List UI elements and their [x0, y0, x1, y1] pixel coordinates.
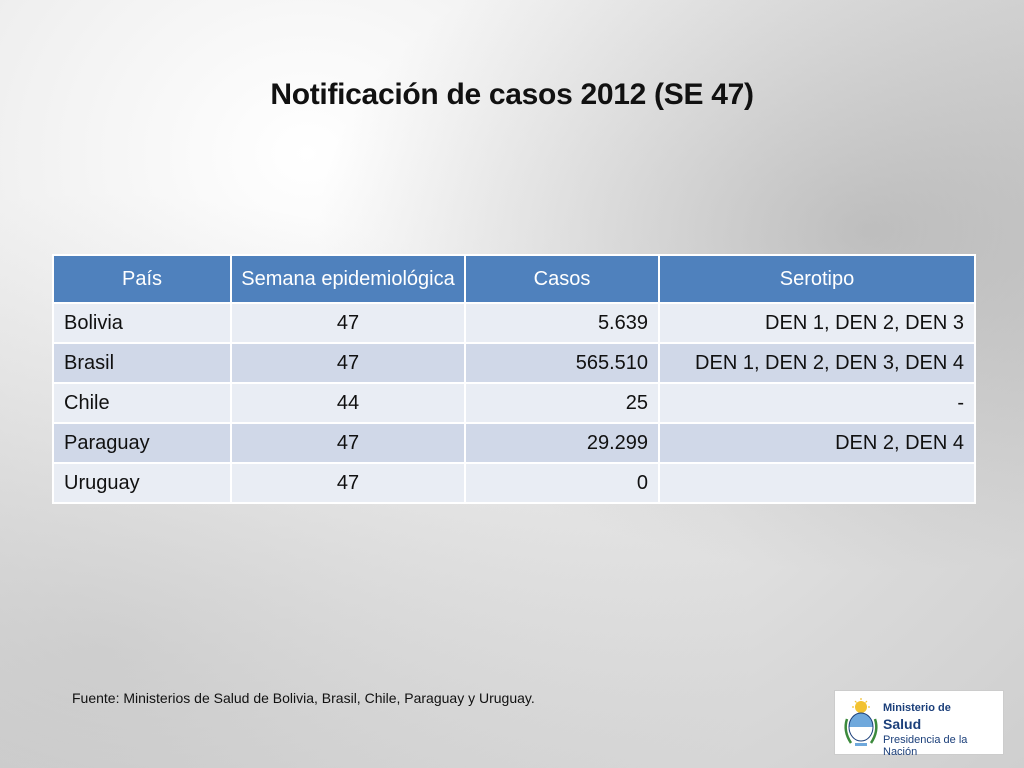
- cell-casos: 0: [464, 462, 660, 504]
- header-casos: Casos: [464, 254, 660, 304]
- logo-line-ministerio: Ministerio de: [883, 702, 951, 714]
- cell-pais: Uruguay: [52, 462, 232, 504]
- source-note: Fuente: Ministerios de Salud de Bolivia,…: [72, 690, 535, 706]
- table-row: Uruguay 47 0: [52, 462, 976, 504]
- cell-serotipo: DEN 1, DEN 2, DEN 3: [658, 302, 976, 344]
- slide-title: Notificación de casos 2012 (SE 47): [270, 78, 754, 111]
- cell-semana: 47: [230, 462, 466, 504]
- ministry-logo: Ministerio de Salud Presidencia de la Na…: [834, 690, 1004, 758]
- cell-semana: 47: [230, 342, 466, 384]
- table-row: Brasil 47 565.510 DEN 1, DEN 2, DEN 3, D…: [52, 342, 976, 384]
- cell-serotipo: -: [658, 382, 976, 424]
- cases-table: País Semana epidemiológica Casos Serotip…: [52, 254, 976, 504]
- argentina-coat-of-arms-icon: [844, 698, 878, 746]
- cell-pais: Chile: [52, 382, 232, 424]
- header-serotipo: Serotipo: [658, 254, 976, 304]
- cell-serotipo: DEN 2, DEN 4: [658, 422, 976, 464]
- header-pais: País: [52, 254, 232, 304]
- cell-semana: 44: [230, 382, 466, 424]
- cell-casos: 5.639: [464, 302, 660, 344]
- cell-pais: Paraguay: [52, 422, 232, 464]
- cell-casos: 25: [464, 382, 660, 424]
- header-semana: Semana epidemiológica: [230, 254, 466, 304]
- table-row: Bolivia 47 5.639 DEN 1, DEN 2, DEN 3: [52, 302, 976, 344]
- cell-pais: Bolivia: [52, 302, 232, 344]
- table-row: Chile 44 25 -: [52, 382, 976, 424]
- table-row: Paraguay 47 29.299 DEN 2, DEN 4: [52, 422, 976, 464]
- logo-line-presidencia: Presidencia de la Nación: [883, 734, 968, 758]
- cell-pais: Brasil: [52, 342, 232, 384]
- cell-casos: 29.299: [464, 422, 660, 464]
- table-header-row: País Semana epidemiológica Casos Serotip…: [52, 254, 976, 304]
- cell-serotipo: DEN 1, DEN 2, DEN 3, DEN 4: [658, 342, 976, 384]
- logo-line-salud: Salud: [883, 716, 922, 732]
- cell-casos: 565.510: [464, 342, 660, 384]
- cell-semana: 47: [230, 302, 466, 344]
- cell-semana: 47: [230, 422, 466, 464]
- cell-serotipo: [658, 462, 976, 504]
